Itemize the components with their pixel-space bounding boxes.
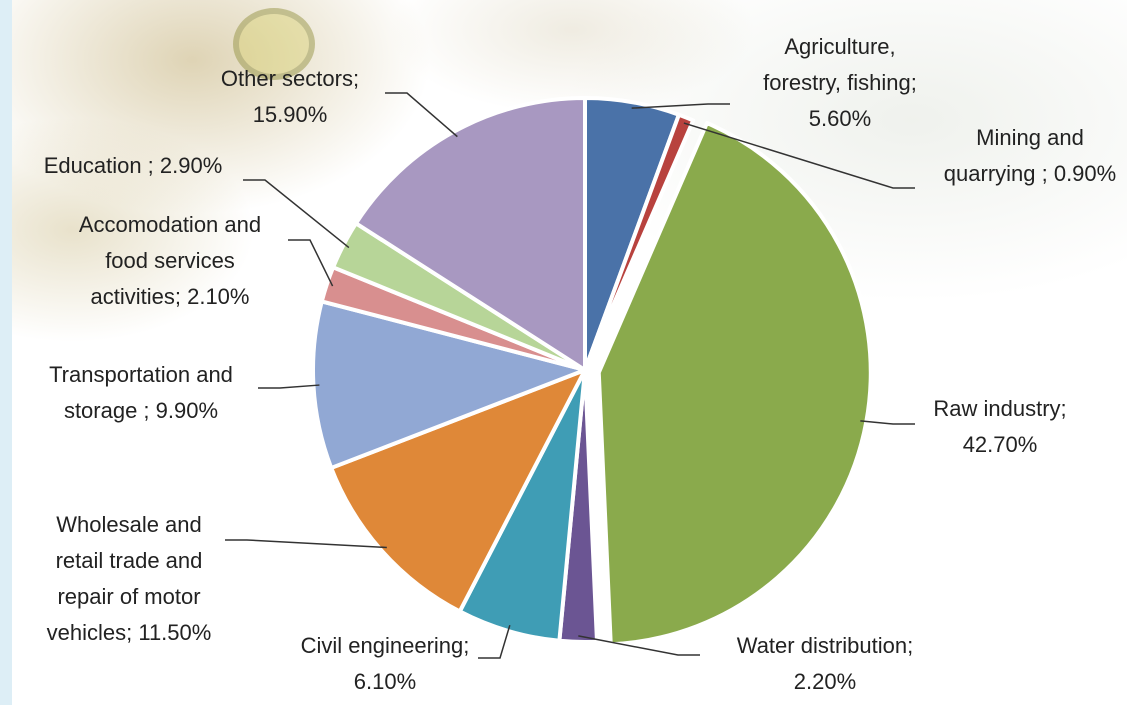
slice-label: Transportation and storage ; 9.90% bbox=[49, 362, 233, 423]
leader-lines bbox=[225, 92, 915, 659]
slice-label: Civil engineering; 6.10% bbox=[301, 633, 470, 694]
pie-slice bbox=[583, 112, 696, 372]
leader-line bbox=[478, 624, 511, 659]
slice-label: Accomodation and food services activities;… bbox=[79, 212, 261, 309]
slice-label: Education ; 2.90% bbox=[44, 153, 223, 178]
slice-label: Water distribution; 2.20% bbox=[737, 633, 913, 694]
leader-line bbox=[683, 122, 915, 189]
pie-slices bbox=[311, 96, 873, 647]
slice-label: Other sectors; 15.90% bbox=[221, 66, 359, 127]
leader-line bbox=[578, 635, 700, 656]
pie-slice bbox=[329, 368, 587, 614]
leader-line bbox=[225, 539, 387, 549]
leader-line bbox=[860, 420, 915, 425]
leader-line bbox=[258, 384, 320, 389]
leader-line bbox=[631, 103, 730, 109]
leader-line bbox=[243, 179, 350, 249]
slice-label: Raw industry; 42.70% bbox=[933, 396, 1066, 457]
leader-line bbox=[288, 239, 334, 287]
slice-label: Wholesale and retail trade and repair of m… bbox=[47, 512, 212, 645]
slice-label: Mining and quarrying ; 0.90% bbox=[944, 125, 1116, 186]
background-side-strip bbox=[0, 0, 12, 705]
pie-slice bbox=[353, 96, 587, 372]
slice-label: Agriculture, forestry, fishing; 5.60% bbox=[763, 34, 917, 131]
leader-line bbox=[385, 92, 458, 138]
slice-labels: Agriculture, forestry, fishing; 5.60% Minin… bbox=[44, 34, 1117, 694]
tractor-wheel-image bbox=[233, 8, 315, 80]
